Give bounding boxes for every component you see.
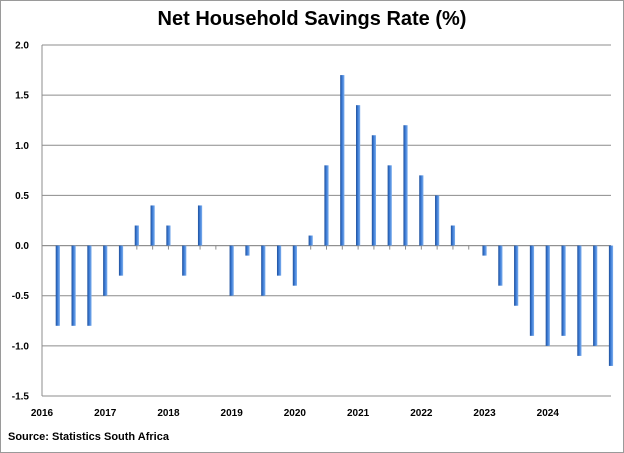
bar	[71, 245, 76, 326]
bar	[55, 245, 60, 326]
bar	[229, 245, 234, 296]
bar	[514, 245, 519, 306]
source-note: Source: Statistics South Africa	[8, 431, 169, 443]
y-tick-label: 0.5	[15, 191, 29, 202]
x-tick-label: 2021	[347, 408, 370, 419]
x-tick-label: 2022	[410, 408, 433, 419]
bar-series	[55, 75, 614, 366]
chart-title: Net Household Savings Rate (%)	[157, 8, 467, 30]
x-tick-label: 2017	[94, 408, 117, 419]
bar	[166, 225, 171, 246]
y-tick-label: -1.0	[12, 341, 30, 352]
x-tick-label: 2019	[221, 408, 244, 419]
bar	[419, 175, 424, 246]
bar	[498, 245, 503, 286]
bar	[118, 245, 124, 276]
bar	[182, 245, 187, 276]
x-tick-label: 2016	[31, 408, 54, 419]
x-tick-labels: 2016 2017 2018 2019 2020 2021 2022 2023 2024	[31, 408, 559, 419]
bar	[608, 245, 614, 366]
bar	[387, 165, 392, 246]
bar	[87, 245, 92, 326]
bar	[308, 235, 313, 246]
bar	[324, 165, 329, 246]
bar	[561, 245, 566, 336]
y-tick-label: 1.5	[15, 91, 29, 102]
bar	[545, 245, 550, 346]
bar	[340, 75, 345, 246]
bar	[103, 245, 108, 296]
y-tick-label: -1.5	[12, 392, 30, 403]
bar	[450, 225, 456, 246]
bar	[245, 245, 250, 256]
y-tick-labels: 2.0 1.5 1.0 0.5 0.0 -0.5 -1.0 -1.5	[12, 41, 30, 403]
bar	[577, 245, 582, 356]
bar	[435, 195, 440, 246]
bar	[356, 105, 361, 246]
x-tick-label: 2018	[157, 408, 180, 419]
bar	[134, 225, 139, 246]
x-tick-label: 2024	[537, 408, 560, 419]
bar	[292, 245, 297, 286]
bar	[276, 245, 282, 276]
bar	[197, 205, 203, 246]
bar	[371, 135, 377, 246]
bar	[403, 125, 408, 246]
y-tick-label: 1.0	[15, 141, 29, 152]
bar	[261, 245, 266, 296]
bar	[529, 245, 535, 336]
bar	[482, 245, 487, 256]
y-tick-label: 0.0	[15, 241, 29, 252]
y-tick-label: 2.0	[15, 41, 29, 52]
x-tick-label: 2023	[473, 408, 496, 419]
x-tick-label: 2020	[284, 408, 307, 419]
bar	[593, 245, 598, 346]
y-tick-label: -0.5	[12, 291, 30, 302]
bar	[150, 205, 155, 246]
